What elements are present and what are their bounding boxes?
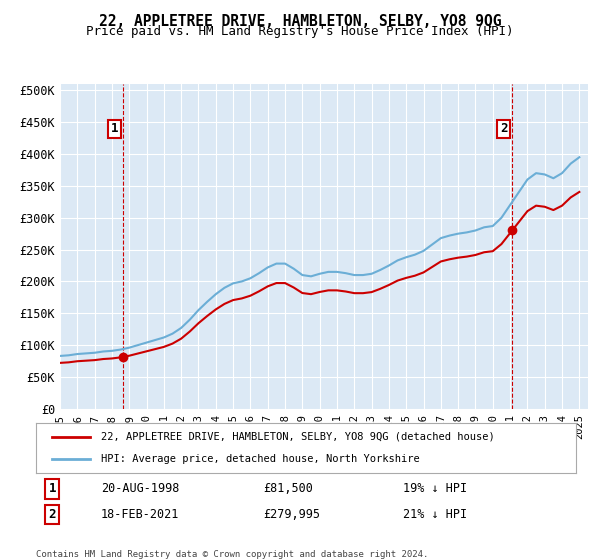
Text: 1: 1 [49, 482, 56, 496]
Text: 21% ↓ HPI: 21% ↓ HPI [403, 508, 467, 521]
Text: Contains HM Land Registry data © Crown copyright and database right 2024.
This d: Contains HM Land Registry data © Crown c… [36, 550, 428, 560]
Text: 2: 2 [500, 122, 507, 135]
Text: Price paid vs. HM Land Registry's House Price Index (HPI): Price paid vs. HM Land Registry's House … [86, 25, 514, 38]
Text: 22, APPLETREE DRIVE, HAMBLETON, SELBY, YO8 9QG: 22, APPLETREE DRIVE, HAMBLETON, SELBY, Y… [99, 14, 501, 29]
Text: £279,995: £279,995 [263, 508, 320, 521]
Text: 2: 2 [49, 508, 56, 521]
Text: 18-FEB-2021: 18-FEB-2021 [101, 508, 179, 521]
Text: 1: 1 [110, 122, 118, 135]
Text: 19% ↓ HPI: 19% ↓ HPI [403, 482, 467, 496]
Text: 20-AUG-1998: 20-AUG-1998 [101, 482, 179, 496]
Text: 22, APPLETREE DRIVE, HAMBLETON, SELBY, YO8 9QG (detached house): 22, APPLETREE DRIVE, HAMBLETON, SELBY, Y… [101, 432, 494, 442]
Text: HPI: Average price, detached house, North Yorkshire: HPI: Average price, detached house, Nort… [101, 454, 419, 464]
Text: £81,500: £81,500 [263, 482, 313, 496]
